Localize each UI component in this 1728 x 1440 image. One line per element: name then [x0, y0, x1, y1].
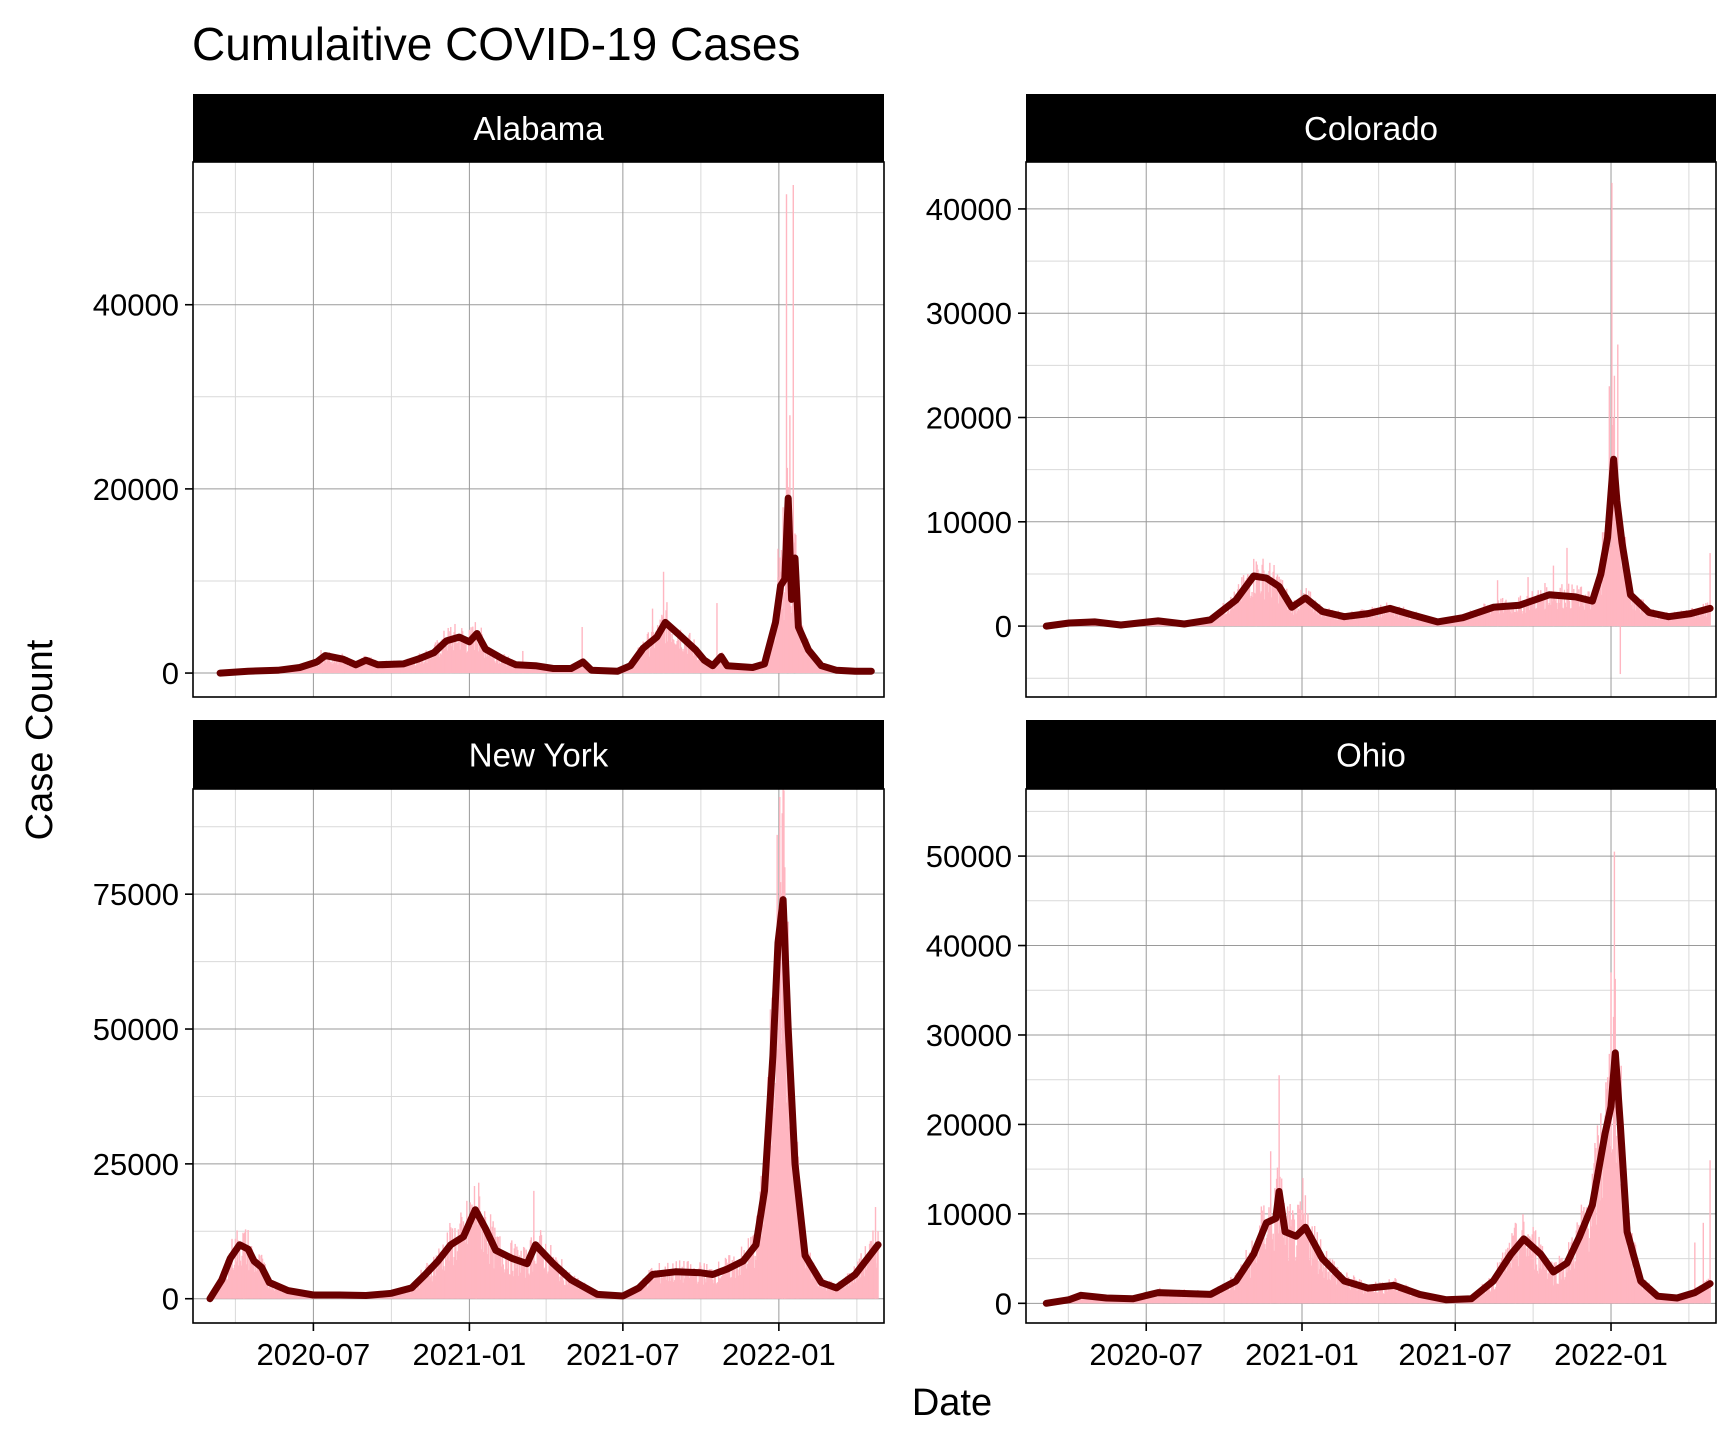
y-tick-label: 50000 — [93, 1012, 179, 1047]
y-tick-label: 20000 — [926, 401, 1012, 436]
facet-strip — [1026, 94, 1716, 162]
y-tick-label: 30000 — [926, 1018, 1012, 1053]
y-tick-label: 10000 — [926, 505, 1012, 540]
rolling-average-line — [216, 494, 875, 677]
facet-strip-label: Ohio — [1336, 737, 1406, 774]
y-tick-label: 40000 — [926, 192, 1012, 227]
facet-strip — [193, 94, 884, 162]
y-tick-label: 0 — [995, 1286, 1012, 1321]
facet-panel-ohio: Ohio 0 10000 20000 30000 40000 50000 2020-07 202… — [926, 720, 1717, 1372]
x-tick-label: 2021-07 — [566, 1337, 680, 1372]
y-tick-label: 0 — [162, 1282, 179, 1317]
x-axis-title: Date — [912, 1382, 992, 1424]
y-tick-label: 20000 — [93, 472, 179, 507]
x-tick-label: 2022-01 — [1554, 1337, 1668, 1372]
chart-title: Cumulaitive COVID-19 Cases — [192, 18, 800, 70]
facet-panel-alabama: Alabama 0 20000 40000 — [93, 94, 885, 698]
y-tick-label: 0 — [162, 656, 179, 691]
x-tick-label: 2020-07 — [1089, 1337, 1203, 1372]
rolling-average-line — [1042, 455, 1714, 630]
y-tick-label: 25000 — [93, 1147, 179, 1182]
y-tick-label: 30000 — [926, 296, 1012, 331]
facet-strip-label: New York — [469, 737, 609, 774]
y-tick-label: 20000 — [926, 1107, 1012, 1142]
daily-bars — [1046, 851, 1711, 1304]
y-axis-title: Case Count — [19, 639, 61, 840]
facet-strip — [1026, 720, 1716, 789]
x-tick-label: 2022-01 — [722, 1337, 836, 1372]
panel-background — [193, 162, 884, 697]
y-tick-label: 50000 — [926, 839, 1012, 874]
facet-strip-label: Colorado — [1304, 110, 1438, 147]
rolling-average-line — [206, 896, 882, 1303]
x-tick-label: 2021-01 — [413, 1337, 527, 1372]
x-tick-label: 2020-07 — [257, 1337, 371, 1372]
x-tick-label: 2021-07 — [1398, 1337, 1512, 1372]
y-tick-label: 75000 — [93, 877, 179, 912]
y-tick-label: 0 — [995, 609, 1012, 644]
rolling-average-line — [1042, 1049, 1714, 1307]
y-tick-label: 10000 — [926, 1197, 1012, 1232]
y-tick-label: 40000 — [93, 288, 179, 323]
facet-panel-new-york: New York 0 25000 50000 75000 2020-07 2021-01 20… — [93, 720, 885, 1372]
facet-strip — [193, 720, 884, 789]
x-tick-label: 2021-01 — [1245, 1337, 1359, 1372]
facet-strip-label: Alabama — [473, 110, 604, 147]
y-tick-label: 40000 — [926, 929, 1012, 964]
facet-panel-colorado: Colorado 0 10000 20000 30000 40000 — [926, 94, 1717, 698]
facet-panels: Alabama 0 20000 40000 Colorado 0 10000 20000 300… — [93, 94, 1717, 1372]
